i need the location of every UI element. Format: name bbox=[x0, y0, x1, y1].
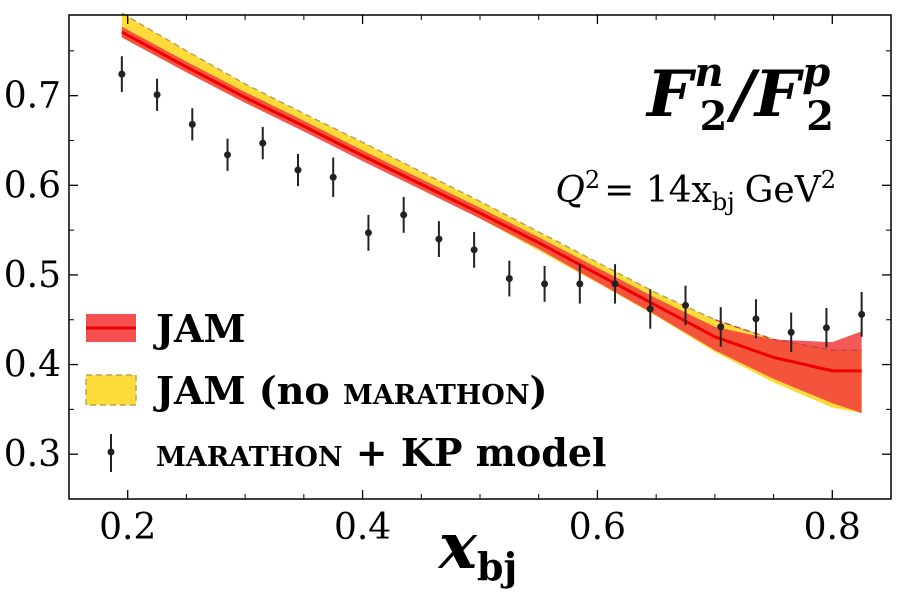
legend-swatch-data-marker bbox=[107, 448, 115, 456]
ratio-num: F bbox=[645, 57, 697, 132]
x-axis-title: xbj bbox=[437, 509, 517, 589]
legend-data-suffix: + KP model bbox=[343, 430, 607, 475]
y-tick-label: 0.7 bbox=[4, 76, 61, 117]
data-point bbox=[259, 139, 267, 147]
legend-nomar-sc: MARATHON bbox=[343, 380, 530, 411]
x-axis-title-sub: bj bbox=[477, 544, 517, 589]
data-point bbox=[752, 315, 760, 323]
legend: JAM JAM (no MARATHON) MARATHON + KP mode… bbox=[85, 306, 606, 475]
legend-label-jam: JAM bbox=[153, 306, 246, 351]
data-point bbox=[717, 323, 725, 331]
legend-nomar-prefix: JAM (no bbox=[153, 368, 343, 413]
data-point bbox=[541, 280, 549, 288]
y-tick-label: 0.6 bbox=[4, 165, 61, 206]
data-point bbox=[822, 324, 830, 332]
band-jam-no-marathon-upper-edge-overlay bbox=[714, 319, 862, 351]
kin-lhs: Q bbox=[555, 170, 585, 211]
data-point bbox=[646, 305, 654, 313]
y-tick-label: 0.4 bbox=[4, 345, 61, 386]
legend-label-nomar: JAM (no MARATHON) bbox=[153, 368, 548, 413]
data-point bbox=[611, 280, 619, 288]
x-tick-label: 0.4 bbox=[334, 507, 391, 548]
plot-frame bbox=[68, 14, 892, 500]
data-point bbox=[153, 91, 161, 99]
data-point bbox=[364, 229, 372, 237]
kin-lhs-sup: 2 bbox=[585, 166, 600, 194]
data-point bbox=[188, 120, 196, 128]
data-points-layer bbox=[118, 56, 866, 353]
data-point bbox=[435, 235, 443, 243]
data-point bbox=[224, 151, 232, 159]
data-point bbox=[858, 310, 866, 318]
kin-unit: GeV bbox=[745, 170, 822, 211]
y-tick-label: 0.3 bbox=[4, 434, 61, 475]
ratio-slash: / bbox=[725, 57, 760, 132]
kin-x-sub: bj bbox=[712, 188, 735, 216]
kinematics-annotation: Q2 = 14xbj GeV2 bbox=[555, 166, 836, 216]
data-point bbox=[294, 166, 302, 174]
line-jam-central bbox=[121, 30, 862, 373]
x-axis-title-main: x bbox=[437, 509, 478, 584]
ratio-den-sub: 2 bbox=[806, 93, 834, 140]
ratio-num-sub: 2 bbox=[700, 93, 728, 140]
x-tick-label: 0.2 bbox=[99, 507, 156, 548]
ratio-num-sup: n bbox=[694, 49, 723, 96]
x-tick-label: 0.6 bbox=[569, 507, 626, 548]
data-point bbox=[118, 70, 126, 78]
kin-unit-sup: 2 bbox=[821, 166, 836, 194]
data-point bbox=[470, 246, 478, 254]
legend-swatch-nomar-band bbox=[85, 374, 137, 406]
bands-layer bbox=[121, 12, 862, 413]
data-point bbox=[329, 173, 337, 181]
ratio-den: F bbox=[753, 57, 805, 132]
kin-eq: = 14x bbox=[604, 170, 712, 211]
legend-label-data: MARATHON + KP model bbox=[156, 430, 606, 475]
ratio-den-sup: p bbox=[802, 49, 830, 96]
data-point bbox=[682, 301, 689, 309]
band-jam-no-marathon-upper-edge bbox=[121, 12, 862, 351]
data-point bbox=[400, 211, 408, 219]
legend-data-sc: MARATHON bbox=[156, 442, 343, 473]
data-point bbox=[505, 275, 513, 283]
y-tick-label: 0.5 bbox=[4, 255, 61, 296]
data-point bbox=[576, 280, 584, 288]
ratio-annotation: Fn 2/Fp 2 bbox=[645, 49, 834, 140]
ticks-layer: 0.2 0.4 0.6 0.8 0.3 0.4 0.5 0.6 0.7 bbox=[4, 15, 891, 548]
data-point bbox=[787, 328, 795, 336]
x-tick-label: 0.8 bbox=[804, 507, 861, 548]
legend-nomar-suffix: ) bbox=[530, 368, 548, 413]
